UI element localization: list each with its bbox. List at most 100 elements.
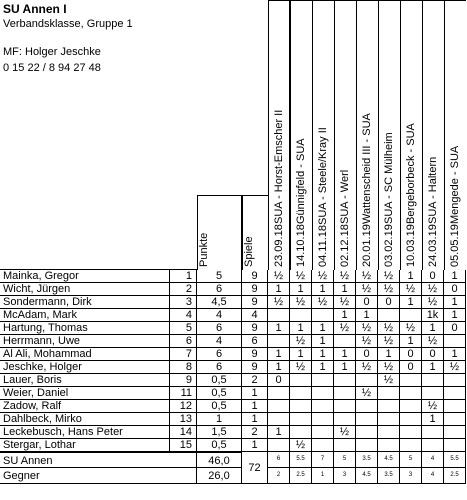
player-name: Lauer, Boris (0, 374, 170, 387)
phone: 0 15 22 / 8 94 27 48 (3, 62, 101, 74)
result (312, 400, 334, 413)
match-header: 24.03.19SUA - Haltern (422, 0, 444, 270)
match-date: 05.05.19 (449, 224, 461, 267)
result (312, 439, 334, 452)
player-games: 9 (242, 283, 268, 296)
player-games: 9 (242, 270, 268, 283)
player-name: Stergar, Lothar (0, 439, 170, 452)
result (422, 374, 444, 387)
player-number: 11 (170, 387, 197, 400)
match-label: SUA - Werl (339, 169, 351, 225)
result (290, 374, 312, 387)
result (400, 374, 422, 387)
result: ½ (378, 361, 400, 374)
player-points: 4 (197, 335, 242, 348)
player-name: Herrmann, Uwe (0, 335, 170, 348)
result (400, 387, 422, 400)
result (290, 426, 312, 439)
result (444, 335, 466, 348)
totals-result: 5 (400, 452, 422, 468)
player-points: 5 (197, 270, 242, 283)
player-games: 4 (242, 309, 268, 322)
result: ½ (400, 322, 422, 335)
player-name: Sondermann, Dirk (0, 296, 170, 309)
punkte-header: Punkte (197, 195, 242, 270)
result (312, 374, 334, 387)
match-date: 02.12.18 (339, 224, 351, 267)
player-name: Wicht, Jürgen (0, 283, 170, 296)
result: 0 (268, 374, 290, 387)
player-points: 6 (197, 283, 242, 296)
player-name: Al Ali, Mohammad (0, 348, 170, 361)
match-header: 23.09.18SUA - Horst-Emscher II (268, 0, 290, 270)
player-number: 2 (170, 283, 197, 296)
result (444, 426, 466, 439)
result: 1 (334, 283, 356, 296)
result (444, 374, 466, 387)
result (422, 387, 444, 400)
result: ½ (378, 335, 400, 348)
player-points: 0,5 (197, 374, 242, 387)
result: 0 (378, 296, 400, 309)
totals-result: 2.5 (444, 468, 466, 484)
result: 1k (422, 309, 444, 322)
result (312, 413, 334, 426)
player-games: 1 (242, 439, 268, 452)
player-number: 13 (170, 413, 197, 426)
result: ½ (290, 335, 312, 348)
player-number: 12 (170, 400, 197, 413)
totals-result: 2.5 (290, 468, 312, 484)
player-number: 7 (170, 348, 197, 361)
match-date: 23.09.18 (273, 224, 285, 267)
player-games: 9 (242, 361, 268, 374)
result (444, 439, 466, 452)
player-games: 1 (242, 413, 268, 426)
totals-result: 2 (268, 468, 290, 484)
result (312, 309, 334, 322)
result (378, 387, 400, 400)
result: ½ (356, 322, 378, 335)
header-left (0, 269, 197, 270)
result (334, 374, 356, 387)
result: 1 (312, 361, 334, 374)
result (378, 439, 400, 452)
result (334, 439, 356, 452)
player-name: Mainka, Gregor (0, 270, 170, 283)
result (290, 413, 312, 426)
result: 1 (334, 361, 356, 374)
result (400, 413, 422, 426)
match-date: 10.03.19 (405, 224, 417, 267)
result (356, 413, 378, 426)
result: 1 (312, 283, 334, 296)
match-label: SUA - Horst-Emscher II (273, 109, 285, 225)
player-number: 3 (170, 296, 197, 309)
totals-result: 4.5 (378, 452, 400, 468)
player-name: Jeschke, Holger (0, 361, 170, 374)
player-points: 4,5 (197, 296, 242, 309)
match-header: 04.11.18SUA - Steele/Kray II (312, 0, 334, 270)
match-header: 02.12.18SUA - Werl (334, 0, 356, 270)
result (378, 426, 400, 439)
match-label: Wattenscheid III - SUA (361, 113, 373, 225)
totals-result: 5.5 (444, 452, 466, 468)
result (312, 426, 334, 439)
player-name: Dahlbeck, Mirko (0, 413, 170, 426)
totals-result: 4 (422, 468, 444, 484)
match-header: 20.01.19Wattenscheid III - SUA (356, 0, 378, 270)
player-points: 6 (197, 348, 242, 361)
result: 0 (422, 348, 444, 361)
totals-result: 3.5 (378, 468, 400, 484)
result: ½ (378, 374, 400, 387)
player-name: Zadow, Ralf (0, 400, 170, 413)
result (444, 413, 466, 426)
result: 1 (444, 270, 466, 283)
player-number: 9 (170, 374, 197, 387)
result: ½ (356, 270, 378, 283)
player-name: Leckebusch, Hans Peter (0, 426, 170, 439)
player-points: 4 (197, 309, 242, 322)
result: ½ (378, 283, 400, 296)
result: 1 (268, 348, 290, 361)
result: ½ (312, 296, 334, 309)
result: ½ (378, 322, 400, 335)
